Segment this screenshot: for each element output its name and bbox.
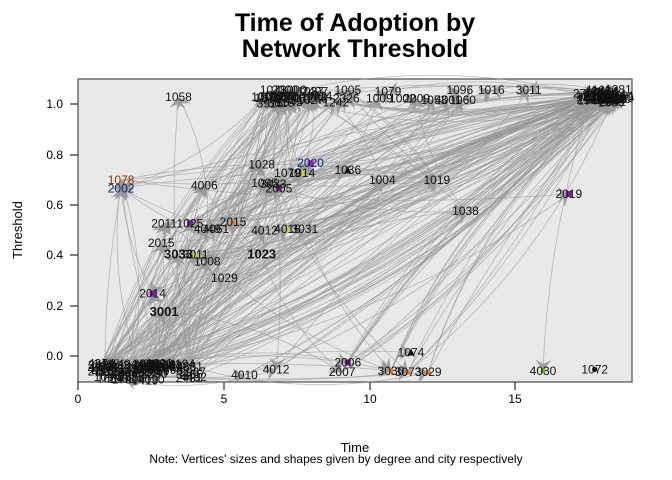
svg-text:0: 0 [75,392,82,406]
svg-text:1023: 1023 [247,246,276,261]
svg-text:3011: 3011 [516,83,542,97]
svg-text:4404: 4404 [595,92,622,106]
svg-text:4012: 4012 [263,362,290,376]
svg-text:3029: 3029 [415,365,442,379]
svg-text:1016: 1016 [478,83,505,97]
svg-text:4274: 4274 [88,357,115,371]
svg-text:0.6: 0.6 [46,198,63,212]
svg-text:0.2: 0.2 [46,299,63,313]
svg-text:3033: 3033 [260,177,287,191]
svg-text:1008: 1008 [194,254,221,268]
svg-text:1058: 1058 [165,90,192,104]
svg-text:1019: 1019 [423,173,450,187]
svg-text:1036: 1036 [334,163,361,177]
svg-text:2002: 2002 [108,181,135,195]
svg-text:10: 10 [363,392,377,406]
svg-text:15: 15 [508,392,522,406]
svg-text:4030: 4030 [530,364,557,378]
svg-text:1029: 1029 [211,271,238,285]
svg-text:0.0: 0.0 [46,349,63,363]
svg-text:2011: 2011 [151,217,177,231]
svg-text:1060: 1060 [449,93,476,107]
svg-text:1028: 1028 [248,158,275,172]
svg-text:0.4: 0.4 [46,248,63,262]
svg-text:1074: 1074 [398,346,425,360]
svg-text:0.8: 0.8 [46,148,63,162]
svg-text:3916: 3916 [257,96,284,110]
svg-text:3156: 3156 [137,361,164,375]
svg-text:5: 5 [221,392,228,406]
svg-text:Threshold: Threshold [10,201,25,259]
svg-text:2014: 2014 [139,287,166,301]
svg-text:4061: 4061 [202,222,229,236]
svg-text:3031: 3031 [291,222,318,236]
svg-text:4006: 4006 [191,179,218,193]
svg-text:1072: 1072 [581,362,608,376]
svg-text:4010: 4010 [231,368,258,382]
svg-text:2007: 2007 [329,365,356,379]
svg-text:1038: 1038 [452,204,479,218]
svg-text:2019: 2019 [555,187,582,201]
svg-text:Network Threshold: Network Threshold [242,35,468,63]
svg-text:Time of Adoption by: Time of Adoption by [235,9,475,37]
svg-text:1.0: 1.0 [46,97,63,111]
svg-text:3001: 3001 [150,304,179,319]
svg-text:1482: 1482 [300,89,327,103]
svg-text:1004: 1004 [369,173,396,187]
